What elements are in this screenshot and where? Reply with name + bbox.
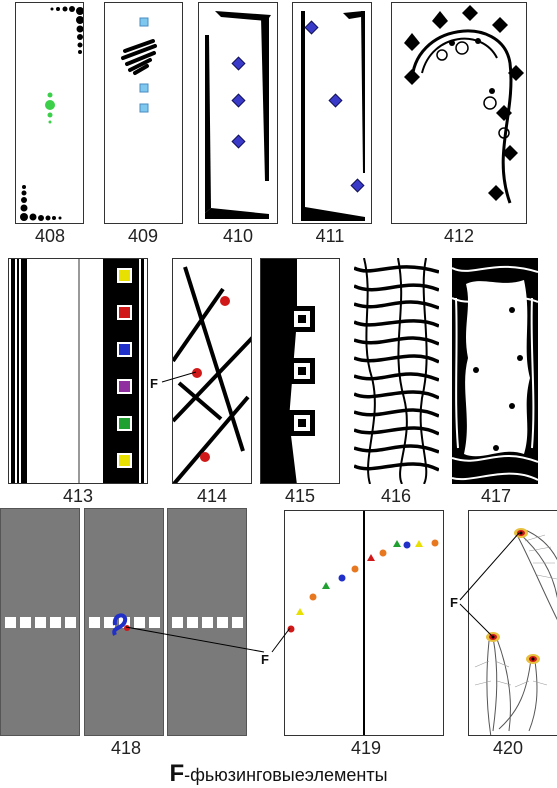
wood-grain-frame-pattern [452, 258, 538, 484]
panel-417 [452, 258, 538, 484]
panel-415 [260, 258, 340, 484]
wedge-and-diamond-pattern [301, 11, 365, 221]
fusing-marker-label: F [450, 595, 458, 610]
panel-418-left [0, 508, 80, 736]
stripe-and-tiles-pattern [121, 17, 157, 113]
fusing-marker-label: F [150, 376, 158, 391]
legend-caption: F-фьюзинговыеэлементы [0, 760, 557, 788]
dot-corner-pattern [20, 6, 83, 221]
panel-number: 418 [110, 738, 142, 758]
panel-number: 414 [196, 486, 228, 506]
panel-number: 410 [222, 226, 254, 246]
panel-410 [198, 2, 278, 224]
panel-413 [8, 258, 148, 484]
peacock-feathers-ornament [474, 528, 557, 735]
panel-number: 413 [62, 486, 94, 506]
panel-408 [15, 2, 84, 224]
panel-number: 409 [127, 226, 159, 246]
panel-number: 411 [315, 226, 345, 246]
legend-text: -фьюзинговыеэлементы [184, 765, 388, 785]
white-square-band [5, 617, 76, 628]
panel-418-right [167, 508, 247, 736]
stripes-and-squares-pattern [11, 259, 144, 483]
panel-411 [292, 2, 372, 224]
vine-arch-ornament [404, 5, 524, 204]
split-squares-pattern [261, 259, 315, 483]
arc-of-markers-pattern [287, 511, 439, 735]
panel-416 [354, 258, 439, 484]
panel-number: 416 [380, 486, 412, 506]
panel-420 [468, 510, 557, 736]
panel-number: 419 [350, 738, 382, 758]
panel-414 [172, 258, 252, 484]
panel-number: 420 [492, 738, 524, 758]
panel-409 [104, 2, 183, 224]
wedge-and-diamond-pattern [205, 11, 271, 219]
legend-letter: F [169, 760, 185, 787]
panel-number: 412 [443, 226, 475, 246]
panel-419 [284, 510, 444, 736]
fusing-marker-label: F [261, 652, 269, 667]
panel-number: 415 [284, 486, 316, 506]
wood-grain-pattern [354, 258, 439, 484]
crossing-lines-pattern [173, 266, 251, 483]
panel-number: 417 [480, 486, 512, 506]
white-square-band [172, 617, 243, 628]
panel-number: 408 [34, 226, 66, 246]
panel-412 [391, 2, 527, 224]
white-square-band [89, 613, 160, 636]
panel-418-middle [84, 508, 164, 736]
